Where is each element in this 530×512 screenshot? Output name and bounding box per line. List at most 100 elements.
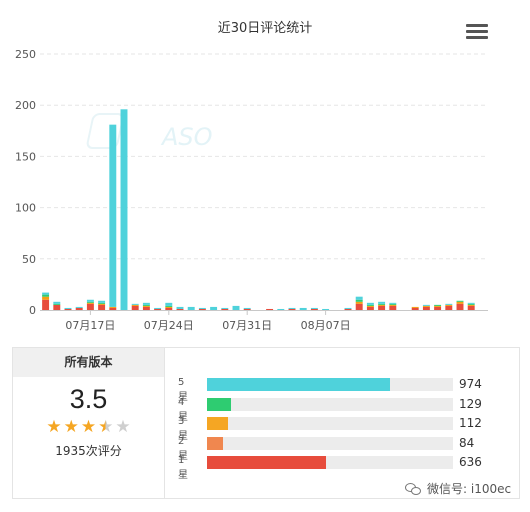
bar-segment — [98, 303, 106, 305]
y-tick-label: 50 — [22, 253, 36, 266]
bar-segment — [221, 308, 229, 310]
rating-row-label: 2星 — [178, 435, 188, 462]
rating-count: 1935次评分 — [55, 444, 122, 458]
bar-segment — [109, 124, 117, 307]
rating-bar-fill — [207, 397, 232, 411]
chart-title: 近30日评论统计 — [217, 21, 313, 36]
ratings-panel: 所有版本 3.5 ★ ★ ★ ★ ★ 1935次评分 5星 974 4星 129 3星 112 2星… — [12, 347, 520, 499]
bar-segment — [176, 308, 184, 310]
bar-segment — [299, 307, 307, 310]
bar-segment — [467, 305, 475, 310]
star-icon: ★ — [115, 417, 131, 437]
x-tick-label: 07月31日 — [222, 319, 272, 332]
bar-segment — [288, 308, 296, 310]
bar-segment — [378, 303, 386, 305]
star-icon: ★ — [80, 417, 97, 437]
bar-segment — [344, 308, 352, 310]
y-tick-label: 200 — [15, 99, 36, 112]
bar-segment — [98, 304, 106, 310]
rating-row-label: 5星 — [178, 377, 188, 403]
x-tick-label: 07月17日 — [65, 319, 115, 332]
bar-segment — [389, 305, 397, 310]
bar-segment — [422, 306, 430, 310]
bar-segment — [445, 303, 453, 305]
bar-segment — [355, 301, 363, 304]
bar-segment — [355, 296, 363, 300]
bar-segment — [411, 307, 419, 310]
wechat-icon — [405, 482, 423, 496]
bar-segment — [310, 308, 318, 310]
bar-segment — [434, 305, 442, 307]
bar-segment — [53, 303, 61, 305]
bar-segment — [42, 292, 50, 295]
bar-segment — [42, 299, 50, 310]
bar-segment — [378, 304, 386, 306]
star-icon: ★ — [98, 417, 114, 437]
bar-segment — [142, 306, 150, 310]
chart-canvas: 0 50 100 150 200 250 ASO 07月17日 07月24日 07月31日 08月0… — [15, 48, 488, 332]
bar-segment — [120, 109, 128, 311]
bar-segment — [456, 300, 464, 302]
bar-segment — [109, 307, 117, 310]
review-chart: 近30日评论统计 0 50 100 150 200 250 ASO 07月17日 07月24日 0… — [15, 21, 488, 332]
bar-segment — [86, 299, 94, 302]
bar-segment — [75, 307, 83, 310]
bar-segment — [277, 308, 285, 310]
rating-summary: 所有版本 3.5 ★ ★ ★ ★ ★ 1935次评分 — [13, 348, 165, 498]
star-rating: ★ ★ ★ ★ ★ — [13, 417, 164, 437]
bar-segment — [366, 305, 374, 307]
rating-row-label: 1星 — [178, 455, 188, 481]
rating-row-label: 4星 — [178, 396, 188, 423]
bar-segment — [355, 303, 363, 310]
bar-segment — [154, 308, 162, 310]
bar-segment — [389, 304, 397, 306]
bar-segment — [86, 302, 94, 304]
bar-segment — [344, 307, 352, 309]
rating-bar-fill — [207, 417, 229, 430]
rating-bar-track — [207, 436, 453, 450]
bar-segment — [98, 300, 106, 303]
bar-segment — [288, 307, 296, 309]
bar-segment — [366, 302, 374, 305]
bar-segment — [75, 306, 83, 308]
rating-bar-track — [207, 378, 453, 391]
bar-segment — [198, 308, 206, 310]
bar-segment — [165, 302, 173, 306]
aso-watermark-icon — [86, 113, 124, 149]
wechat-watermark: 微信号: i100ec — [405, 480, 511, 497]
bar-segment — [131, 303, 139, 305]
y-tick-label: 250 — [15, 48, 36, 61]
bar-segment — [355, 299, 363, 302]
bar-segment — [142, 304, 150, 306]
star-icon: ★ — [46, 417, 62, 437]
bar-segment — [64, 307, 72, 309]
bar-segment — [64, 308, 72, 310]
rating-row-count: 636 — [459, 455, 482, 469]
rating-bar-track — [207, 456, 453, 469]
rating-bar-track — [207, 397, 453, 411]
bar-segment — [42, 296, 50, 300]
rating-bar-fill — [207, 378, 390, 391]
rating-row-label: 3星 — [178, 416, 188, 442]
average-score: 3.5 — [69, 384, 108, 414]
bar-segment — [310, 307, 318, 309]
y-tick-label: 100 — [15, 202, 36, 215]
bar-segment — [378, 301, 386, 304]
x-tick-label: 08月07日 — [301, 319, 351, 332]
bar-segment — [165, 305, 173, 307]
bar-segment — [467, 303, 475, 305]
bar-segment — [109, 306, 117, 308]
bar-segment — [53, 304, 61, 310]
x-tick-label: 07月24日 — [144, 319, 194, 332]
y-tick-label: 150 — [15, 150, 36, 163]
bar-segment — [198, 307, 206, 309]
rating-bar-fill — [207, 456, 327, 469]
bar-segment — [422, 304, 430, 306]
bar-segment — [154, 307, 162, 309]
chart-menu-icon[interactable] — [466, 24, 488, 42]
bar-segment — [422, 305, 430, 307]
menu-line — [466, 36, 488, 39]
bar-segment — [243, 308, 251, 310]
bar-segment — [445, 304, 453, 306]
rating-row-count: 974 — [459, 377, 482, 391]
